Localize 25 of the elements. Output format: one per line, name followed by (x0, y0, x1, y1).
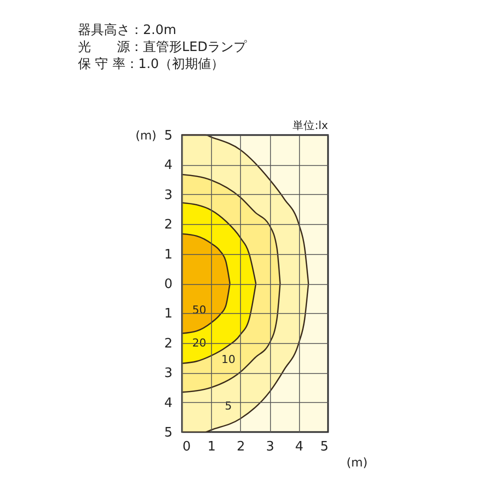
series-label: 5 (224, 400, 232, 413)
y-axis-title: (m) (135, 128, 156, 142)
y-tick-label: 3 (164, 366, 172, 382)
text: 光 源：直管形LEDランプ (78, 39, 246, 56)
x-axis-title: (m) (346, 456, 368, 470)
y-tick-label: 5 (164, 128, 172, 144)
legend-title: 単位:lx (292, 119, 328, 132)
y-tick-label: 0 (164, 277, 172, 292)
y-tick-label: 1 (164, 247, 172, 262)
y-tick-label: 4 (164, 396, 172, 411)
y-tick-label: 1 (164, 306, 172, 322)
y-tick-label: 5 (164, 426, 172, 440)
x-tick-label: 0 (182, 440, 191, 454)
x-tick-label: 2 (236, 440, 246, 454)
y-tick-label: 2 (164, 336, 172, 352)
text: 保 守 率：1.0（初期値） (78, 56, 225, 73)
y-tick-label: 3 (164, 188, 172, 203)
x-tick-label: 1 (208, 440, 216, 454)
x-tick-label: 4 (295, 440, 304, 454)
y-tick-label: 4 (164, 158, 172, 174)
text: 器具高さ：2.0m (78, 22, 178, 39)
series-label: 10 (221, 353, 236, 366)
x-tick-label: 5 (320, 440, 328, 454)
x-tick-label: 3 (266, 440, 274, 454)
y-tick-label: 2 (164, 218, 172, 233)
